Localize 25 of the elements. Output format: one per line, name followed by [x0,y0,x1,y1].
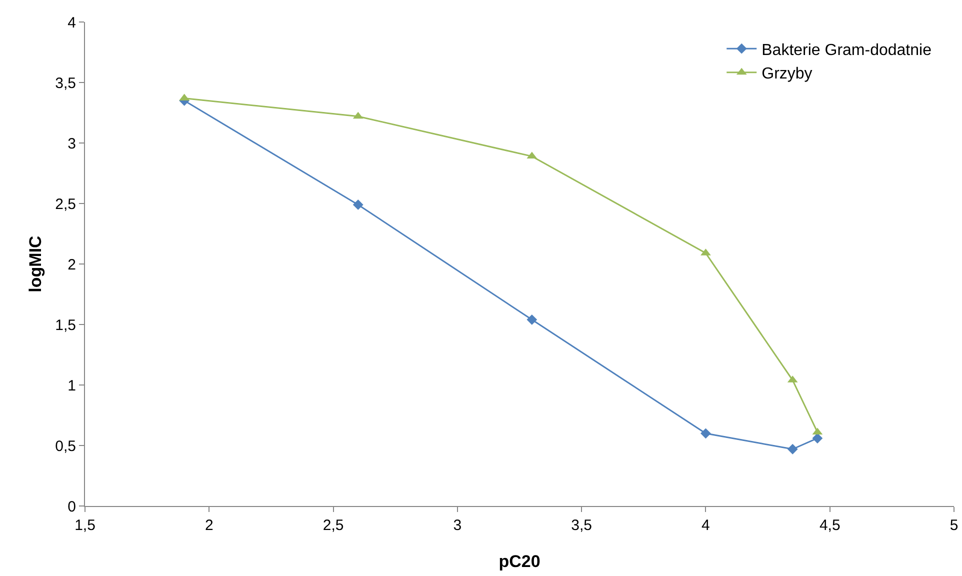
y-tick-label: 2 [68,256,76,274]
y-axis-title: logMIC [26,236,45,292]
y-tick-label: 3,5 [55,74,76,92]
x-tick-label: 2 [204,517,214,534]
y-tick-label: 4 [68,14,76,32]
x-tick-label: 5 [950,517,958,534]
x-axis-title: pC20 [498,552,540,571]
x-tick-label: 4 [702,517,710,534]
point [812,433,823,444]
point [787,444,798,454]
x-tick-label: 2,5 [322,517,344,534]
y-tick-label: 1,5 [55,316,76,334]
y-tick-label: 1 [68,377,76,394]
y-tick-label: 3 [68,135,76,152]
point [526,314,538,325]
y-tick-label: 0 [68,498,76,516]
x-tick-label: 3 [453,517,462,534]
point [352,200,364,210]
point [700,428,711,439]
y-tick-label: 2,5 [55,196,76,213]
legend-label: Grzyby [762,66,812,83]
x-tick-label: 3,5 [571,517,592,534]
y-tick-label: 0,5 [55,438,76,455]
x-tick-label: 4,5 [819,517,840,534]
legend-label: Bakterie Gram-dodatnie [762,42,932,59]
